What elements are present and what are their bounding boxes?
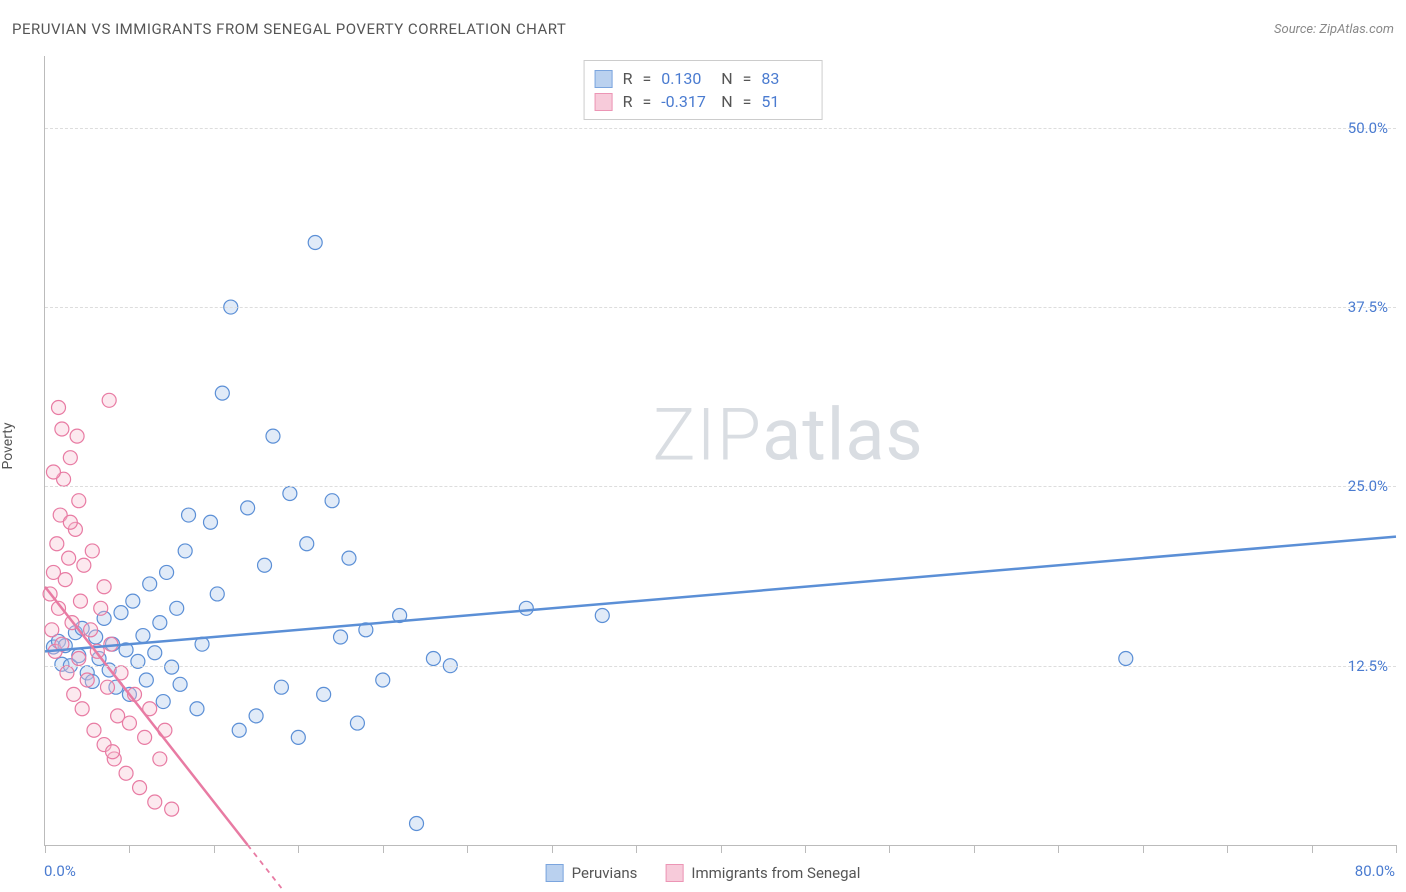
scatter-point [75,702,89,716]
scatter-point [80,673,94,687]
scatter-point [45,623,59,637]
stats-legend: R= 0.130 N= 83 R= -0.317 N= 51 [584,60,823,120]
y-axis-label: Poverty [0,422,16,469]
legend-swatch [665,864,683,882]
plot-area: ZIPatlas 12.5%25.0%37.5%50.0% [44,56,1396,846]
chart-title: PERUVIAN VS IMMIGRANTS FROM SENEGAL POVE… [12,20,566,38]
scatter-point [165,802,179,816]
scatter-point [133,781,147,795]
scatter-point [410,816,424,830]
scatter-point [73,594,87,608]
scatter-point [426,652,440,666]
scatter-point [308,235,322,249]
bottom-legend: Peruvians Immigrants from Senegal [546,864,861,882]
source-label: Source: ZipAtlas.com [1274,22,1394,37]
scatter-point [138,730,152,744]
scatter-point [77,558,91,572]
scatter-point [72,652,86,666]
scatter-point [241,501,255,515]
scatter-point [143,577,157,591]
scatter-point [258,558,272,572]
scatter-point [122,716,136,730]
scatter-point [114,606,128,620]
legend-swatch [595,93,613,111]
scatter-point [136,629,150,643]
scatter-point [376,673,390,687]
scatter-point [126,594,140,608]
scatter-point [58,573,72,587]
scatter-point [102,393,116,407]
scatter-point [170,601,184,615]
scatter-point [291,730,305,744]
x-tick-label-left: 0.0% [44,862,76,880]
scatter-point [334,630,348,644]
scatter-point [178,544,192,558]
legend-item: Peruvians [546,864,638,882]
legend-label: Immigrants from Senegal [691,864,860,882]
scatter-point [232,723,246,737]
scatter-point [317,687,331,701]
scatter-point [62,551,76,565]
scatter-point [350,716,364,730]
scatter-point [139,673,153,687]
scatter-point [173,677,187,691]
scatter-point [97,580,111,594]
x-tick-label-right: 80.0% [1355,862,1395,880]
scatter-point [165,660,179,674]
scatter-point [595,608,609,622]
scatter-point [266,429,280,443]
legend-item: Immigrants from Senegal [665,864,860,882]
scatter-point [148,795,162,809]
scatter-point [300,537,314,551]
scatter-point [67,687,81,701]
scatter-point [70,429,84,443]
scatter-point [106,745,120,759]
scatter-point [60,666,74,680]
scatter-point [52,400,66,414]
legend-swatch [595,70,613,88]
scatter-point [190,702,204,716]
legend-swatch [546,864,564,882]
scatter-point [342,551,356,565]
scatter-point [63,451,77,465]
scatter-point [210,587,224,601]
scatter-point [203,515,217,529]
scatter-point [274,680,288,694]
y-tick-label: 50.0% [1348,119,1388,137]
scatter-point [153,752,167,766]
scatter-point [63,515,77,529]
stats-row: R= 0.130 N= 83 [595,67,812,90]
legend-label: Peruvians [572,864,638,882]
scatter-point [1119,652,1133,666]
scatter-point [84,623,98,637]
scatter-point [249,709,263,723]
trend-line [45,587,248,845]
scatter-point [87,723,101,737]
trend-line-dash [248,845,282,888]
trend-line [45,537,1396,652]
scatter-point [160,565,174,579]
scatter-point [55,422,69,436]
stats-row: R= -0.317 N= 51 [595,90,812,113]
scatter-point [46,465,60,479]
scatter-point [94,601,108,615]
scatter-point [182,508,196,522]
scatter-point [215,386,229,400]
scatter-point [72,494,86,508]
scatter-point [156,695,170,709]
scatter-point [283,487,297,501]
y-tick-label: 12.5% [1348,657,1388,675]
scatter-point [153,616,167,630]
scatter-point [85,544,99,558]
scatter-point [148,646,162,660]
scatter-svg [45,56,1396,845]
y-tick-label: 37.5% [1348,298,1388,316]
scatter-point [50,537,64,551]
scatter-point [325,494,339,508]
scatter-point [119,766,133,780]
scatter-point [519,601,533,615]
scatter-point [100,680,114,694]
y-tick-label: 25.0% [1348,477,1388,495]
